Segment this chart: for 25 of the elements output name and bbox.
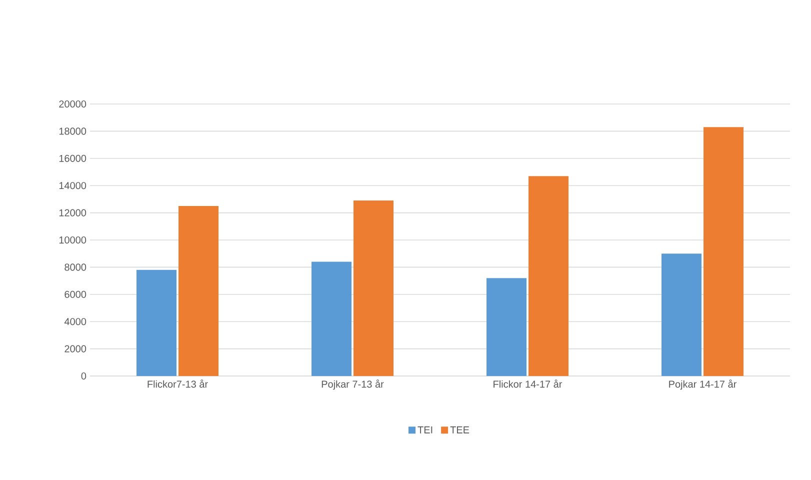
x-tick-label: Flickor7-13 år [148, 380, 208, 388]
y-tick-label: 6000 [64, 290, 86, 298]
y-tick-label: 16000 [59, 154, 86, 162]
x-tick-label: Flickor 14-17 år [494, 380, 562, 388]
bar [486, 278, 527, 376]
bar [312, 262, 352, 376]
bar [178, 206, 219, 376]
y-tick-label: 20000 [59, 100, 86, 108]
x-tick-label: Pojkar 7-13 år [322, 380, 384, 390]
legend-label: TEI [418, 426, 432, 434]
y-tick-label: 2000 [64, 345, 86, 352]
y-tick-label: 18000 [59, 128, 86, 135]
bar [662, 254, 702, 376]
y-tick-label: 0 [81, 372, 86, 380]
y-tick-label: 14000 [59, 182, 86, 190]
y-tick-label: 8000 [64, 264, 86, 271]
bar [528, 176, 569, 376]
y-tick-label: 12000 [59, 209, 86, 216]
legend-label: TEE [450, 426, 470, 434]
bar [136, 270, 177, 376]
x-tick-label: Pojkar 14-17 år [669, 380, 737, 390]
bar [704, 127, 744, 376]
bar [354, 200, 394, 376]
y-tick-label: 10000 [59, 236, 86, 244]
y-tick-label: 4000 [64, 318, 86, 326]
